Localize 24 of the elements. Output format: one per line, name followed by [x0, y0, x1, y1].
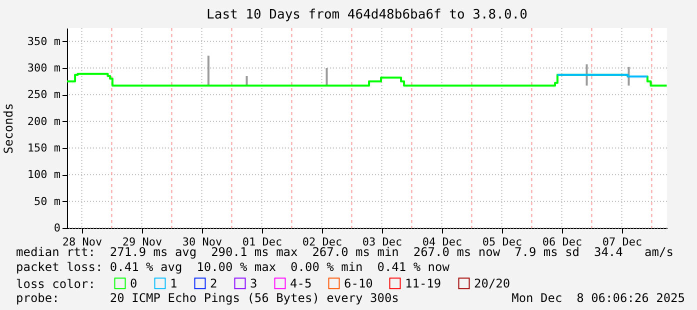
chart-title: Last 10 Days from 464d48b6ba6f to 3.8.0.0	[206, 8, 528, 22]
text: probe: 20 ICMP Echo Pings (56 Bytes) every 300s	[16, 291, 399, 305]
y-tick-label: 0	[54, 222, 60, 234]
text: Mon Dec 8 06:06:26 2025	[512, 291, 685, 305]
legend-label: 11-19	[405, 276, 442, 290]
y-tick-label: 250 m	[27, 88, 61, 102]
y-tick-label: 150 m	[27, 142, 61, 154]
legend-label: 6-10	[344, 276, 373, 290]
text: packet loss: 0.41 % avg 10.00 % max 0.00 % min 0.41 % now	[16, 260, 450, 274]
bar	[207, 56, 210, 86]
y-tick-label: 200 m	[27, 114, 61, 128]
legend-label: 20/20	[474, 276, 510, 290]
legend-title: loss color:	[16, 277, 96, 291]
legend-label: 1	[170, 276, 178, 290]
legend-label: 0	[130, 276, 138, 290]
y-tick-label: 100 m	[27, 168, 61, 182]
y-tick-label: 300 m	[27, 62, 61, 74]
bar	[326, 68, 328, 86]
legend-label: 2	[210, 276, 218, 290]
legend-label: 3	[250, 276, 258, 290]
y-axis-title: Seconds	[1, 103, 16, 154]
legend-label: 4-5	[290, 276, 312, 290]
y-tick-label: 350 m	[27, 34, 61, 48]
y-tick-label: 50 m	[34, 194, 61, 208]
